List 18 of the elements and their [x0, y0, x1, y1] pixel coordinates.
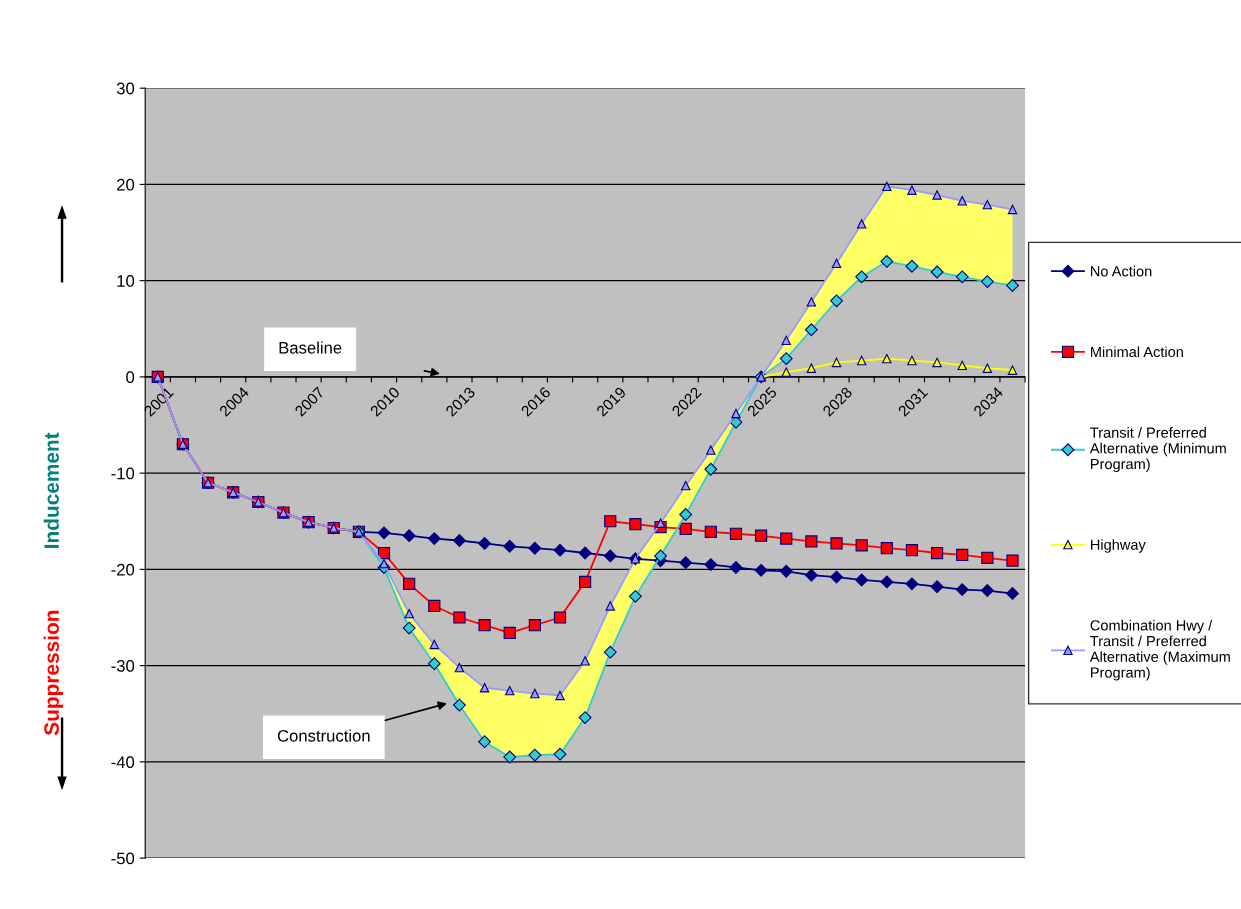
- y-tick-label: 20: [117, 178, 135, 191]
- y-tick-label: -50: [111, 852, 135, 865]
- legend-label: Transit / Preferred Alternative (Minimum Program): [1089, 427, 1226, 473]
- y-tick-label: -10: [111, 467, 135, 480]
- y-tick-label: -20: [111, 563, 135, 576]
- y-tick-label: 10: [117, 275, 135, 287]
- y-tick-label: 30: [116, 82, 135, 95]
- legend-label: Highway: [1091, 539, 1146, 553]
- text: Suppression: [43, 610, 64, 736]
- text: Inducement: [43, 432, 59, 548]
- legend-label: No Action: [1091, 265, 1152, 277]
- legend-label: Minimal Action: [1091, 346, 1183, 358]
- legend-label: Combination Hwy / Transit / Preferred Alternative (Maximum Program): [1089, 619, 1230, 681]
- y-tick-label: -30: [111, 660, 135, 672]
- annotation: Construction: [277, 729, 370, 742]
- annotation: Baseline: [279, 341, 342, 354]
- y-tick-label: -40: [111, 756, 135, 769]
- y-tick-label: 0: [126, 371, 135, 384]
